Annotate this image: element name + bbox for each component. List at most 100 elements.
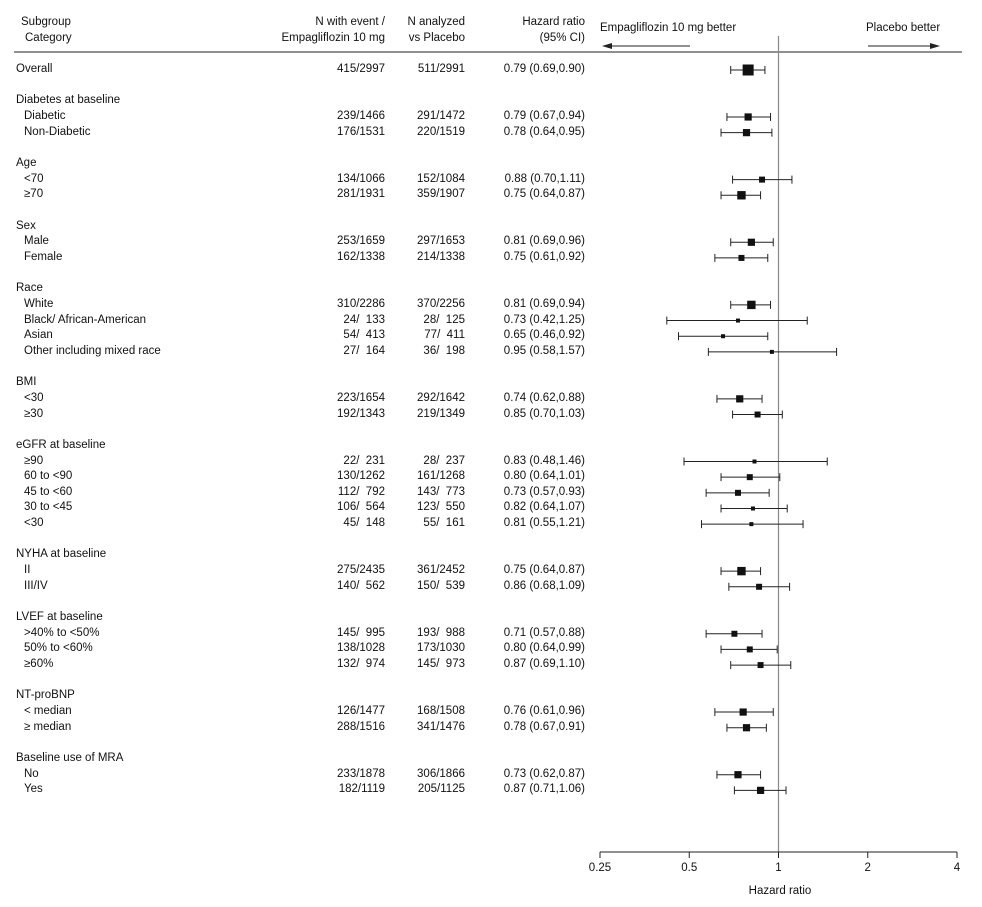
- hazard-ratio-point: [738, 254, 745, 261]
- category-label: ≥70: [24, 188, 44, 201]
- category-label: Non-Diabetic: [24, 125, 91, 138]
- header-placebo-line1: N analyzed: [407, 16, 465, 28]
- category-label: <30: [24, 517, 44, 530]
- hazard-ratio-cell: 0.78 (0.67,0.91): [503, 720, 585, 733]
- hazard-ratio-cell: 0.75 (0.64,0.87): [503, 188, 585, 201]
- empa-events-cell: 223/1654: [337, 391, 385, 404]
- category-label: <30: [24, 391, 44, 404]
- subgroup-heading: NT-proBNP: [16, 689, 75, 702]
- hazard-ratio-cell: 0.81 (0.69,0.96): [503, 235, 585, 248]
- hazard-ratio-point: [737, 191, 746, 200]
- hazard-ratio-point: [746, 646, 753, 653]
- empa-events-cell: 27/ 164: [340, 344, 385, 357]
- hazard-ratio-point: [739, 708, 747, 716]
- hazard-ratio-cell: 0.76 (0.61,0.96): [503, 705, 585, 718]
- hazard-ratio-point: [759, 176, 766, 183]
- subgroup-heading: Baseline use of MRA: [16, 752, 124, 765]
- hazard-ratio-cell: 0.82 (0.64,1.07): [503, 501, 585, 514]
- category-label: Asian: [24, 329, 53, 342]
- category-label: >40% to <50%: [24, 626, 100, 639]
- hazard-ratio-cell: 0.87 (0.71,1.06): [503, 783, 585, 796]
- arrow-right-head: [930, 43, 940, 49]
- placebo-events-cell: 173/1030: [417, 642, 465, 655]
- hazard-ratio-cell: 0.81 (0.69,0.94): [503, 297, 585, 310]
- empa-events-cell: 182/1119: [338, 783, 385, 796]
- empa-events-cell: 281/1931: [337, 188, 385, 201]
- x-tick-label: 2: [864, 862, 871, 874]
- hazard-ratio-cell: 0.87 (0.69,1.10): [503, 658, 585, 671]
- hazard-ratio-point: [742, 129, 751, 137]
- category-label: 60 to <90: [24, 470, 73, 483]
- hazard-ratio-cell: 0.88 (0.70,1.11): [504, 172, 585, 185]
- header-category: Category: [25, 32, 72, 44]
- empa-events-cell: 24/ 133: [340, 313, 385, 326]
- empa-events-cell: 134/1066: [337, 172, 385, 185]
- hazard-ratio-point: [757, 662, 764, 669]
- hazard-ratio-point: [737, 566, 746, 576]
- hazard-ratio-cell: 0.78 (0.64,0.95): [503, 125, 585, 138]
- category-label: Other including mixed race: [24, 344, 161, 357]
- hazard-ratio-point: [744, 113, 752, 121]
- empa-events-cell: 112/ 792: [337, 485, 385, 498]
- category-label: No: [24, 767, 39, 780]
- hazard-ratio-cell: 0.73 (0.62,0.87): [503, 767, 585, 780]
- empa-events-cell: 45/ 148: [340, 517, 385, 530]
- placebo-events-cell: 370/2256: [417, 297, 465, 310]
- placebo-events-cell: 306/1866: [417, 767, 465, 780]
- placebo-events-cell: 205/1125: [417, 783, 465, 796]
- hazard-ratio-cell: 0.71 (0.57,0.88): [503, 626, 585, 639]
- x-tick-label: 1: [775, 862, 782, 874]
- category-label: < median: [24, 705, 72, 718]
- hazard-ratio-point: [756, 583, 763, 590]
- subgroup-heading: BMI: [16, 376, 37, 389]
- arrow-left-label: Empagliflozin 10 mg better: [600, 22, 737, 34]
- hazard-ratio-cell: 0.81 (0.55,1.21): [503, 517, 585, 530]
- hazard-ratio-point: [734, 489, 741, 496]
- subgroup-heading: NYHA at baseline: [16, 548, 107, 561]
- placebo-events-cell: 168/1508: [417, 705, 465, 718]
- subgroup-heading: Race: [16, 282, 43, 295]
- hazard-ratio-cell: 0.73 (0.57,0.93): [503, 485, 585, 498]
- hazard-ratio-cell: 0.95 (0.58,1.57): [503, 344, 585, 357]
- hazard-ratio-point: [721, 334, 726, 339]
- placebo-events-cell: 143/ 773: [417, 485, 465, 498]
- empa-events-cell: 145/ 995: [337, 626, 385, 639]
- hazard-ratio-point: [749, 522, 754, 527]
- empa-events-cell: 176/1531: [337, 125, 385, 138]
- hazard-ratio-cell: 0.65 (0.46,0.92): [503, 329, 585, 342]
- hazard-ratio-point: [754, 411, 761, 418]
- category-label: Diabetic: [24, 109, 66, 122]
- placebo-events-cell: 291/1472: [417, 109, 465, 122]
- hazard-ratio-point: [747, 238, 755, 246]
- placebo-events-cell: 36/ 198: [420, 344, 465, 357]
- placebo-events-cell: 297/1653: [417, 235, 465, 248]
- empa-events-cell: 233/1878: [337, 767, 385, 780]
- placebo-events-cell: 341/1476: [417, 720, 465, 733]
- x-axis-label: Hazard ratio: [748, 885, 812, 897]
- x-tick-label: 4: [953, 862, 961, 874]
- category-label: III/IV: [24, 579, 48, 592]
- hazard-ratio-point: [752, 459, 757, 464]
- hazard-ratio-cell: 0.79 (0.69,0.90): [503, 63, 585, 75]
- placebo-events-cell: 292/1642: [417, 391, 465, 404]
- placebo-events-cell: 214/1338: [417, 250, 465, 263]
- arrow-left-head: [602, 43, 612, 49]
- category-label: Male: [24, 235, 49, 248]
- hazard-ratio-point: [769, 349, 774, 354]
- category-label: Yes: [24, 783, 43, 796]
- hazard-ratio-cell: 0.75 (0.61,0.92): [503, 250, 585, 263]
- subgroup-heading: LVEF at baseline: [16, 611, 103, 624]
- placebo-events-cell: 219/1349: [417, 407, 465, 420]
- hazard-ratio-point: [742, 64, 754, 76]
- category-label: ≥60%: [24, 658, 54, 671]
- empa-events-cell: 106/ 564: [337, 501, 385, 514]
- category-label: Overall: [16, 63, 53, 75]
- empa-events-cell: 22/ 231: [340, 454, 385, 467]
- hazard-ratio-point: [734, 771, 742, 779]
- header-placebo-line2: vs Placebo: [408, 32, 465, 44]
- hazard-ratio-cell: 0.74 (0.62,0.88): [503, 391, 585, 404]
- category-label: II: [24, 564, 31, 577]
- hazard-ratio-point: [750, 506, 755, 511]
- placebo-events-cell: 123/ 550: [417, 501, 465, 514]
